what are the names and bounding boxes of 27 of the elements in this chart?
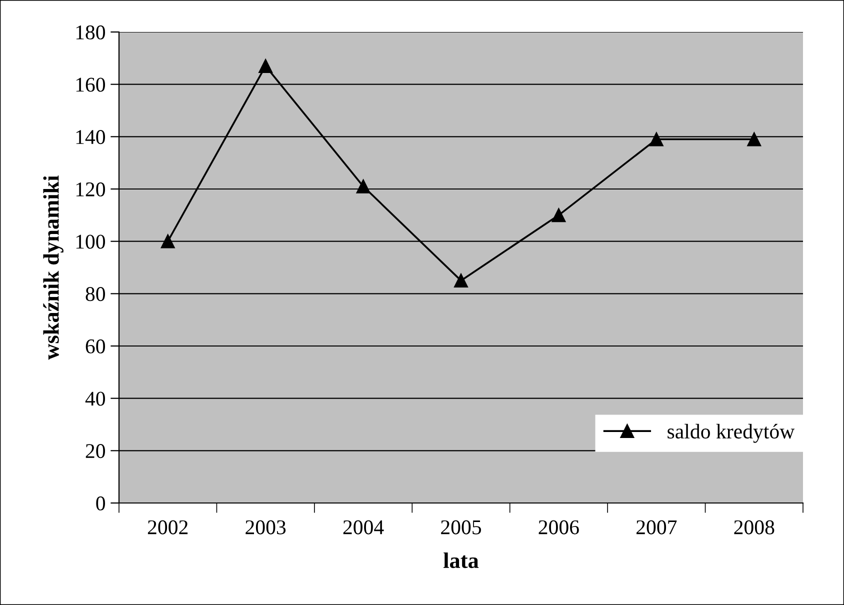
y-tick-label: 60 <box>86 339 106 354</box>
point <box>747 132 762 146</box>
x-tick-label: 2002 <box>148 520 188 534</box>
x-tick-label: 2007 <box>636 520 677 534</box>
point <box>160 234 175 248</box>
point <box>356 179 370 194</box>
y-axis-title: wskaźnik dynamiki <box>43 176 64 360</box>
y-tick-label: 40 <box>85 392 106 406</box>
point <box>552 208 566 222</box>
x-tick-label: 2006 <box>538 520 579 534</box>
x-tick-label: 2003 <box>246 520 286 534</box>
y-tick-label: 140 <box>76 130 106 144</box>
y-tick-label: 180 <box>76 25 106 40</box>
x-axis-title: lata <box>444 552 479 568</box>
point <box>649 132 664 146</box>
point <box>258 59 273 73</box>
y-tick-label: 160 <box>76 78 106 92</box>
x-tick-label: 2004 <box>343 520 384 534</box>
legend-label: saldo kredytów <box>668 424 795 443</box>
y-tick-label: 80 <box>86 287 106 302</box>
point <box>454 274 468 288</box>
x-tick-label: 2005 <box>441 520 482 534</box>
y-tick-label: 0 <box>96 496 106 510</box>
y-tick-label: 120 <box>76 182 106 196</box>
y-tick-label: 100 <box>76 234 106 249</box>
x-tick-label: 2008 <box>734 520 774 534</box>
y-tick-label: 20 <box>86 444 106 458</box>
